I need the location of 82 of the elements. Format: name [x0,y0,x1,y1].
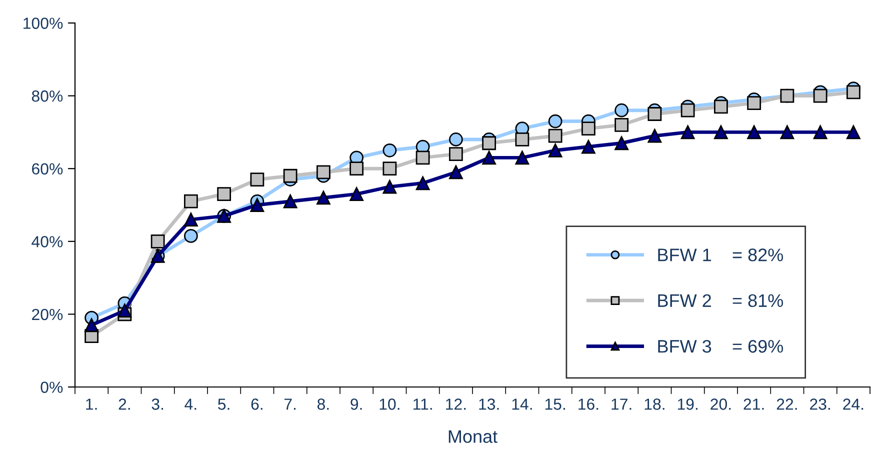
legend-label: BFW 2 = 81% [658,294,784,308]
legend-label: BFW 1 = 82% [658,248,784,262]
point [581,122,596,136]
point [614,118,629,132]
point [614,136,629,150]
point [382,162,397,176]
point [846,125,860,140]
x-tick-label: 10. [380,398,400,410]
point [250,198,264,212]
x-tick-label: 12. [446,398,466,410]
x-tick-label: 22. [776,398,797,410]
x-tick-label: 20. [710,398,731,410]
point [714,100,728,114]
x-tick-label: 5. [218,398,230,410]
point [482,136,496,150]
point [84,318,99,332]
point [184,194,198,208]
y-tick-label: 20% [32,308,63,320]
x-tick-label: 23. [810,398,830,410]
point [515,150,530,165]
point [350,162,364,176]
point [813,88,828,103]
x-tick-label: 11. [414,398,432,410]
point [316,165,330,180]
point [548,128,562,143]
point [813,125,828,140]
point [515,132,530,146]
point [382,180,397,194]
point [747,96,762,110]
x-tick-label: 2. [118,398,130,410]
point [448,147,463,161]
point [548,143,562,158]
x-tick-label: 15. [545,398,565,410]
point [780,125,794,140]
y-tick-label: 40% [32,236,63,248]
point [747,125,762,140]
y-tick-label: 0% [40,382,63,393]
x-tick-label: 24. [843,398,864,410]
x-tick-label: 1. [86,398,97,410]
y-tick-label: 80% [32,90,63,102]
point [680,103,695,118]
point [648,128,662,143]
point [448,165,463,180]
x-tick-label: 6. [251,398,262,410]
point [283,194,298,208]
point [184,212,198,227]
x-tick-label: 9. [350,398,362,410]
x-tick-label: 4. [184,398,196,410]
point [150,234,165,248]
point [648,107,662,121]
point [283,168,298,183]
x-tick-label: 16. [578,398,598,410]
x-tick-label: 19. [678,398,698,410]
x-tick-label: 14. [512,398,532,410]
y-tick-label: 100% [24,18,63,29]
point [482,150,496,165]
legend-label: BFW 3 = 69% [658,340,784,353]
point [184,228,198,243]
point [680,125,695,140]
x-tick-label: 3. [152,398,164,410]
point [614,103,629,118]
point [416,176,430,190]
x-tick-label: 17. [612,398,632,410]
point [448,132,463,146]
x-axis-title: Monat [448,430,498,443]
y-tick-label: 60% [32,163,63,175]
x-tick-label: 21. [744,398,764,410]
x-tick-label: 7. [284,398,296,410]
point [382,143,397,158]
point [217,187,232,202]
point [581,140,596,154]
x-tick-label: 18. [644,398,664,410]
point [548,114,562,128]
x-tick-label: 13. [479,398,499,410]
x-tick-label: 8. [317,398,329,410]
point [350,187,364,202]
point [714,125,728,140]
point [118,304,132,318]
point [316,190,330,205]
point [250,172,264,186]
point [416,150,430,165]
point [846,85,860,100]
